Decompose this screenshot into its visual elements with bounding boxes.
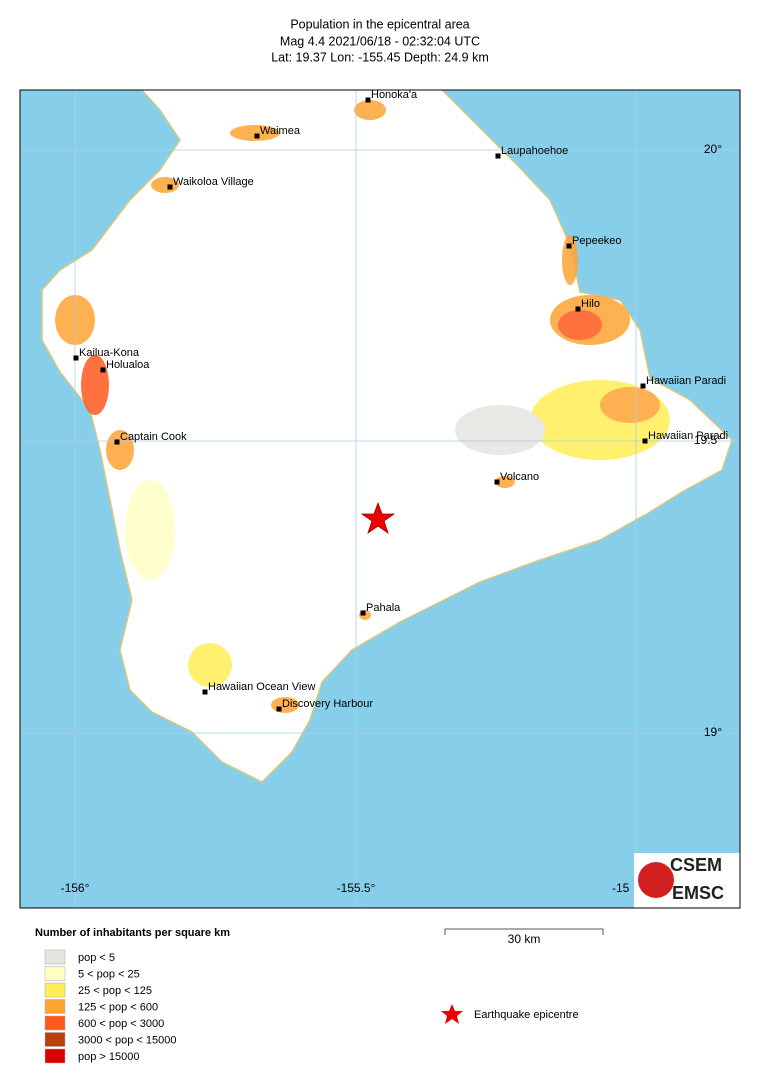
city-marker (73, 355, 79, 361)
city-marker (100, 367, 106, 373)
city-label: Hawaiian Paradi (648, 430, 728, 442)
legend-label: pop > 15000 (78, 1051, 139, 1063)
latitude-label: 20° (704, 142, 722, 156)
city-marker (202, 689, 208, 695)
city-marker (167, 184, 173, 190)
population-patches (55, 100, 670, 713)
legend-swatch (44, 966, 66, 981)
city-marker (114, 439, 120, 445)
map-frame (19, 89, 741, 909)
city-label: Hawaiian Ocean View (208, 681, 315, 693)
city-label: Hilo (581, 298, 600, 310)
latitude-label: 19° (704, 725, 722, 739)
city-label: Hawaiian Paradi (646, 375, 726, 387)
map: Honoka'a Waimea Laupahoehoe Waikoloa Villag… (20, 89, 740, 908)
latitude-label: 19.5° (694, 433, 722, 447)
legend-label: 125 < pop < 600 (78, 1001, 158, 1013)
legend-star (441, 1004, 463, 1024)
city-label: Pepeekeo (572, 235, 622, 247)
city-marker (640, 383, 646, 389)
cities: Honoka'a Waimea Laupahoehoe Waikoloa Villag… (73, 89, 728, 712)
city-marker (495, 153, 501, 159)
logo-text: EMSC (672, 883, 724, 903)
city-marker (566, 243, 572, 249)
city-label: Discovery Harbour (282, 698, 373, 710)
legend-swatch (44, 999, 66, 1014)
subtitle: Mag 4.4 2021/06/18 - 02:32:04 UTC (280, 34, 480, 48)
city-marker (575, 306, 581, 312)
city-label: Honoka'a (371, 89, 418, 101)
city-label: Waikoloa Village (173, 176, 254, 188)
city-marker (360, 610, 366, 616)
legend-label: 5 < pop < 25 (78, 968, 140, 980)
city-marker (276, 706, 282, 712)
legend-swatch (44, 949, 66, 965)
legend-swatch (44, 1015, 66, 1031)
longitude-label: -15 (612, 881, 630, 895)
city-label: Waimea (260, 125, 301, 137)
city-label: Volcano (500, 471, 539, 483)
city-label: Holualoa (106, 359, 150, 371)
title: Population in the epicentral area (290, 17, 469, 31)
city-marker (642, 438, 648, 444)
island (41, 90, 733, 783)
scale-label: 30 km (508, 932, 541, 946)
legend-epicentre: Earthquake epicentre (474, 1009, 579, 1021)
scale-bar: 30 km (444, 928, 604, 946)
longitude-label: -155.5° (337, 881, 376, 895)
logo-text: CSEM (670, 855, 722, 875)
legend-label: 25 < pop < 125 (78, 985, 152, 997)
longitude-label: -156° (61, 881, 90, 895)
epicentre-star (360, 501, 396, 535)
city-label: Captain Cook (120, 431, 187, 443)
logo: CSEM EMSC (634, 853, 740, 908)
legend-swatch (44, 1032, 66, 1047)
city-marker (365, 97, 371, 103)
city-label: Kailua-Kona (79, 347, 140, 359)
legend: pop < 5 5 < pop < 25 25 < pop < 125 125 < p… (44, 949, 176, 1064)
legend-swatch (44, 982, 66, 998)
legend-swatch (44, 1048, 66, 1064)
city-label: Pahala (366, 602, 401, 614)
legend-label: 600 < pop < 3000 (78, 1018, 164, 1030)
location: Lat: 19.37 Lon: -155.45 Depth: 24.9 km (271, 50, 489, 64)
legend-label: 3000 < pop < 15000 (78, 1034, 176, 1046)
city-label: Laupahoehoe (501, 145, 568, 157)
legend-label: pop < 5 (78, 952, 115, 964)
legend-title: Number of inhabitants per square km (35, 927, 230, 939)
city-marker (254, 133, 260, 139)
city-marker (494, 479, 500, 485)
